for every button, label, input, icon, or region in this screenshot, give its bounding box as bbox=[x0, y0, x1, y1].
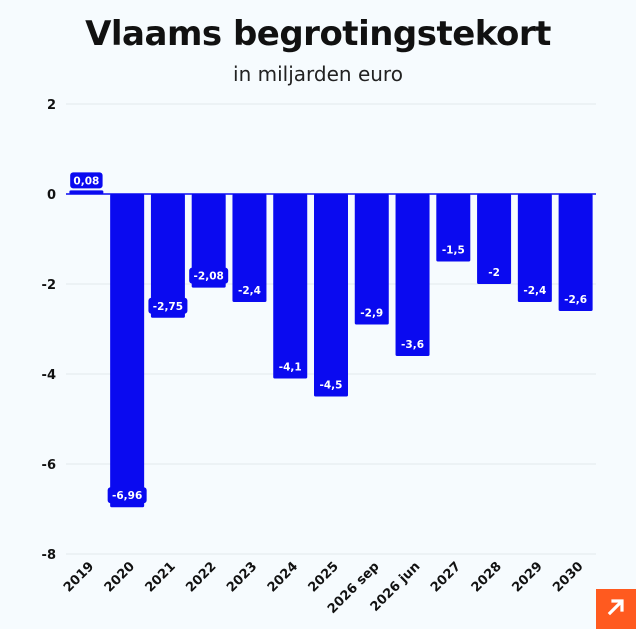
data-label-bg bbox=[437, 241, 470, 258]
data-label: -4,5 bbox=[320, 380, 343, 392]
y-tick-label: -2 bbox=[42, 278, 56, 293]
data-label-bg bbox=[148, 297, 188, 314]
x-tick-label: 2029 bbox=[509, 559, 545, 595]
data-label-bg bbox=[355, 304, 388, 321]
data-label: -2,6 bbox=[564, 294, 587, 306]
bar bbox=[191, 194, 226, 288]
x-tick-label: 2021 bbox=[143, 559, 179, 595]
data-label: 0,08 bbox=[73, 175, 99, 187]
bar bbox=[314, 194, 348, 397]
x-tick-label: 2020 bbox=[102, 559, 138, 595]
data-label-bg bbox=[484, 264, 505, 280]
data-label: -2 bbox=[488, 267, 500, 279]
data-label-bg bbox=[70, 172, 103, 189]
brand-logo bbox=[596, 589, 636, 629]
data-label: -2,75 bbox=[153, 301, 183, 313]
x-tick-label: 2023 bbox=[224, 559, 260, 595]
data-label-bg bbox=[518, 282, 552, 298]
x-tick-label: 2024 bbox=[265, 559, 301, 595]
data-label: -4,1 bbox=[279, 362, 302, 374]
y-tick-label: -8 bbox=[42, 548, 56, 563]
y-tick-label: 0 bbox=[47, 188, 56, 203]
bar bbox=[110, 194, 145, 508]
bar bbox=[558, 194, 593, 311]
chart-title: Vlaams begrotingstekort bbox=[85, 14, 551, 54]
data-label: -6,96 bbox=[112, 490, 142, 502]
data-label: -1,5 bbox=[442, 245, 465, 257]
data-label-bg bbox=[314, 376, 348, 393]
x-tick-label: 2028 bbox=[469, 559, 505, 595]
x-tick-label: 2019 bbox=[61, 559, 97, 595]
data-label-bg bbox=[559, 291, 592, 307]
data-label: -2,4 bbox=[523, 285, 546, 297]
bar bbox=[354, 194, 389, 325]
bar bbox=[395, 194, 430, 356]
bar bbox=[232, 194, 267, 302]
bar bbox=[69, 190, 104, 194]
data-label-bg bbox=[396, 336, 429, 352]
x-tick-label: 2025 bbox=[306, 559, 342, 595]
y-tick-label: -6 bbox=[42, 458, 56, 473]
x-tick-label: 2022 bbox=[183, 559, 219, 595]
chart-subtitle: in miljarden euro bbox=[233, 62, 403, 86]
bar bbox=[150, 194, 185, 318]
data-label-bg bbox=[233, 282, 266, 298]
y-tick-label: 2 bbox=[47, 98, 56, 113]
data-label-bg bbox=[107, 487, 147, 504]
x-tick-label: 2027 bbox=[428, 559, 464, 595]
bar bbox=[273, 194, 308, 379]
data-label: -2,08 bbox=[194, 271, 224, 283]
bar bbox=[517, 194, 552, 302]
data-label: -2,9 bbox=[360, 308, 383, 320]
x-tick-label: 2030 bbox=[550, 559, 586, 595]
data-label: -2,4 bbox=[238, 285, 261, 297]
data-label-bg bbox=[189, 267, 229, 284]
arrow-up-right-icon bbox=[604, 595, 628, 623]
data-label-bg bbox=[274, 358, 307, 375]
data-label: -3,6 bbox=[401, 339, 424, 351]
y-tick-label: -4 bbox=[42, 368, 56, 383]
bar bbox=[477, 194, 512, 284]
